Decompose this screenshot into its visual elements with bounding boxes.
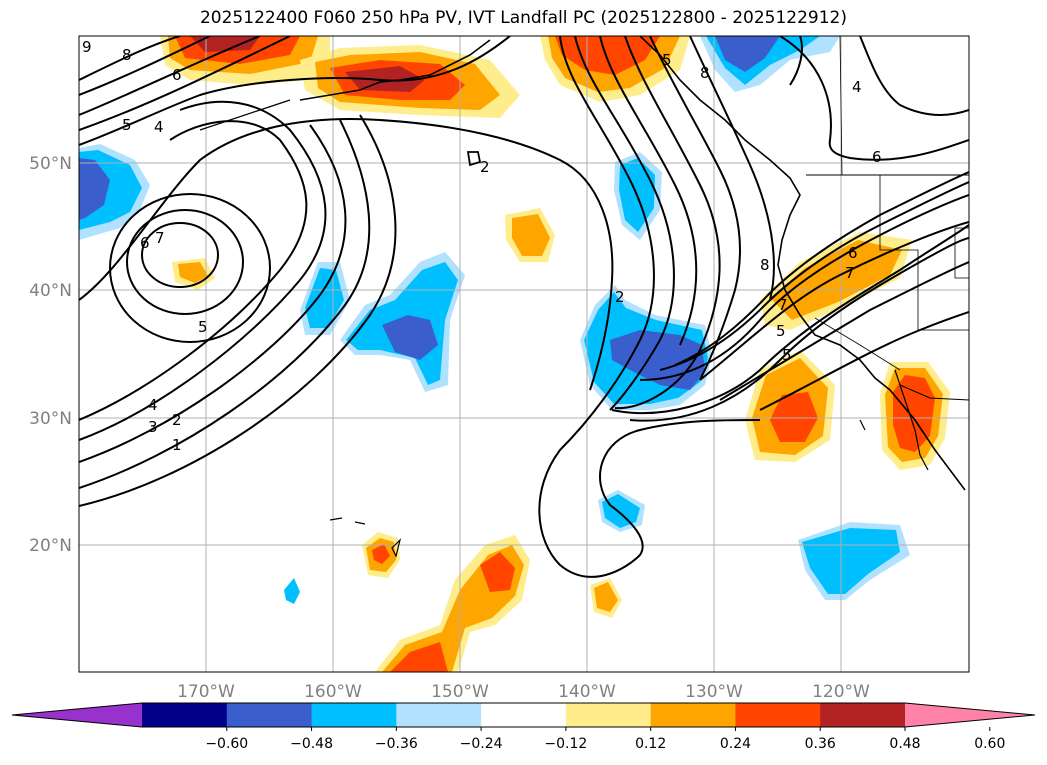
colorbar-segment bbox=[820, 703, 906, 727]
pv-label: 5 bbox=[122, 116, 132, 134]
pv-label: 3 bbox=[148, 418, 158, 436]
colorbar-tick-label: 0.60 bbox=[974, 736, 1005, 752]
lat-tick-label: 30°N bbox=[29, 409, 72, 429]
colorbar-tick-label: −0.12 bbox=[544, 736, 587, 752]
pv-label: 2 bbox=[615, 288, 625, 306]
contour-labels: 9 8 6 5 4 7 6 5 4 3 2 1 2 8 5 7 6 5 5 6 … bbox=[82, 38, 882, 454]
pv-contours bbox=[79, 36, 969, 578]
pv-label: 7 bbox=[778, 296, 788, 314]
colorbar-tick-label: −0.24 bbox=[460, 736, 503, 752]
pv-label: 2 bbox=[480, 158, 490, 176]
pv-label: 6 bbox=[172, 66, 182, 84]
pv-label: 1 bbox=[172, 436, 182, 454]
colorbar-tick-label: 0.12 bbox=[635, 736, 666, 752]
colorbar-outline bbox=[11, 702, 1036, 728]
colorbar: −0.60 −0.48 −0.36 −0.24 −0.12 0.12 0.24 0.36 0.4… bbox=[11, 702, 1036, 752]
colorbar-segment bbox=[735, 703, 821, 727]
positive-anomaly-north-pacific bbox=[160, 36, 950, 672]
lon-tick-label: 140°W bbox=[558, 682, 616, 702]
colorbar-extend-high bbox=[905, 703, 1035, 727]
pv-label: 5 bbox=[776, 322, 786, 340]
pv-label: 8 bbox=[122, 46, 132, 64]
colorbar-tick-label: −0.60 bbox=[205, 736, 248, 752]
colorbar-extend-low bbox=[12, 703, 142, 727]
colorbar-segment bbox=[226, 703, 313, 727]
pv-label: 6 bbox=[848, 244, 858, 262]
pv-label: 6 bbox=[872, 148, 882, 166]
pv-label: 5 bbox=[198, 318, 208, 336]
lon-tick-labels: 170°W 160°W 150°W 140°W 130°W 120°W bbox=[177, 682, 870, 702]
lon-tick-label: 160°W bbox=[304, 682, 362, 702]
colorbar-segment bbox=[396, 703, 482, 727]
lat-tick-label: 50°N bbox=[29, 154, 72, 174]
pv-label: 4 bbox=[852, 78, 862, 96]
map-title: 2025122400 F060 250 hPa PV, IVT Landfall… bbox=[199, 8, 847, 28]
lon-tick-label: 130°W bbox=[685, 682, 743, 702]
colorbar-tick-label: 0.24 bbox=[720, 736, 751, 752]
colorbar-tick-label: −0.36 bbox=[375, 736, 418, 752]
colorbar-segment bbox=[481, 703, 567, 727]
pv-label: 7 bbox=[845, 264, 855, 282]
lon-tick-label: 120°W bbox=[812, 682, 870, 702]
shaded-fields: 9 8 6 5 4 7 6 5 4 3 2 1 2 8 5 7 6 5 5 6 … bbox=[79, 36, 969, 672]
map-frame bbox=[78, 35, 970, 673]
lat-tick-label: 20°N bbox=[29, 536, 72, 556]
lon-tick-label: 150°W bbox=[431, 682, 489, 702]
pv-label: 7 bbox=[155, 229, 165, 247]
pv-label: 4 bbox=[154, 118, 164, 136]
pv-label: 8 bbox=[760, 256, 770, 274]
lat-tick-label: 40°N bbox=[29, 281, 72, 301]
colorbar-segment bbox=[311, 703, 397, 727]
pv-label: 4 bbox=[148, 396, 158, 414]
pv-label: 5 bbox=[782, 346, 792, 364]
colorbar-tick-label: −0.48 bbox=[290, 736, 333, 752]
colorbar-segment bbox=[565, 703, 652, 727]
colorbar-segment bbox=[142, 703, 228, 727]
colorbar-tick-label: 0.36 bbox=[805, 736, 836, 752]
lat-tick-labels: 50°N 40°N 30°N 20°N bbox=[29, 154, 72, 556]
pv-label: 6 bbox=[140, 234, 150, 252]
pv-label: 9 bbox=[82, 38, 92, 56]
gridlines bbox=[79, 36, 969, 672]
lon-tick-label: 170°W bbox=[177, 682, 235, 702]
colorbar-segment bbox=[650, 703, 736, 727]
pv-label: 5 bbox=[662, 51, 672, 69]
pv-label: 8 bbox=[700, 64, 710, 82]
pv-label: 2 bbox=[172, 411, 182, 429]
colorbar-tick-label: 0.48 bbox=[889, 736, 920, 752]
